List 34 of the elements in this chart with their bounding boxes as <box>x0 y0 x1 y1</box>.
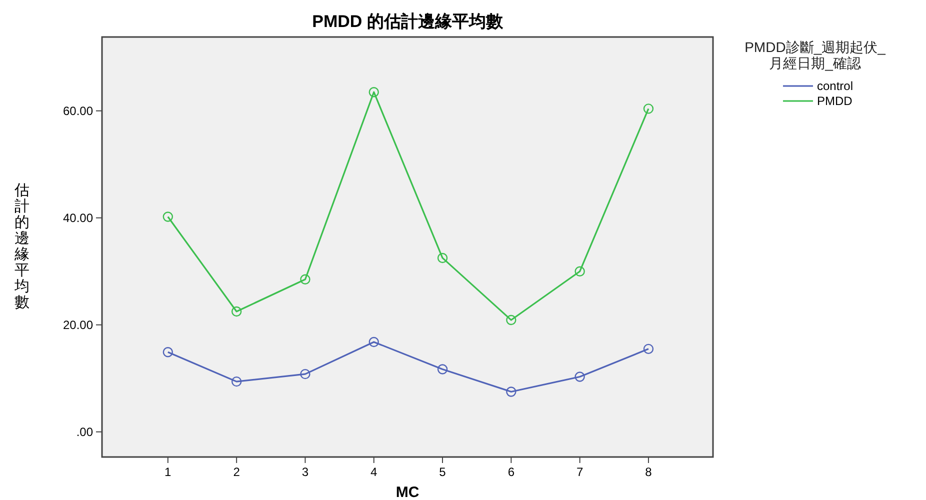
point <box>643 344 654 354</box>
point <box>506 386 516 397</box>
point <box>574 372 585 382</box>
legend-label: control <box>817 79 854 93</box>
point <box>300 368 310 380</box>
y-axis-title: 估計的邊緣平均數 <box>14 182 30 311</box>
chart-title: PMDD 的估計邊緣平均數 <box>312 12 504 31</box>
point <box>643 104 654 114</box>
point <box>574 266 585 276</box>
point <box>437 364 448 374</box>
x-tick-label: 6 <box>508 465 515 479</box>
point <box>368 87 379 98</box>
point <box>300 274 310 284</box>
x-tick-label: 2 <box>233 465 240 479</box>
legend-title: PMDD診斷_週期起伏_月經日期_確認 <box>744 39 886 71</box>
x-tick-label: 7 <box>576 465 584 479</box>
x-tick-label: 4 <box>370 465 378 479</box>
y-tick-label: 60.00 <box>62 104 94 118</box>
x-tick-label: 5 <box>439 465 446 479</box>
y-tick-label: 40.00 <box>62 210 94 225</box>
point <box>437 252 448 264</box>
x-tick-label: 3 <box>302 465 309 479</box>
point <box>162 347 174 358</box>
legend-label: PMDD <box>817 94 853 108</box>
point <box>368 336 379 348</box>
x-axis-title: MC <box>396 484 420 500</box>
point <box>506 314 516 326</box>
point <box>231 376 242 387</box>
y-tick-label: 20.00 <box>62 318 94 332</box>
y-tick-label: .00 <box>76 424 94 439</box>
point <box>231 306 242 317</box>
x-tick-label: 1 <box>164 465 172 479</box>
point <box>162 212 174 222</box>
x-tick-label: 8 <box>645 465 652 479</box>
